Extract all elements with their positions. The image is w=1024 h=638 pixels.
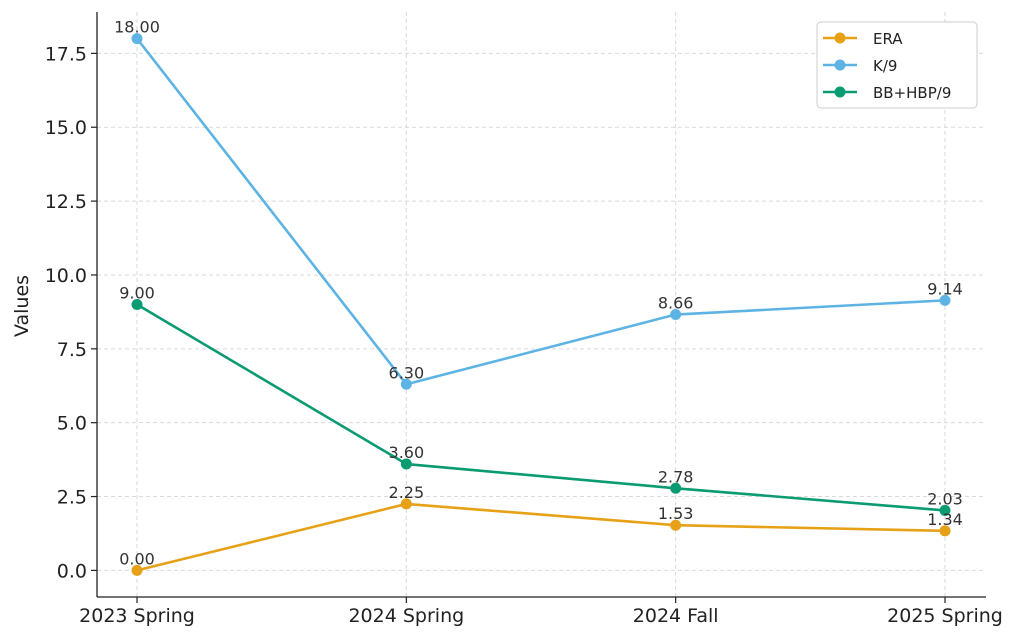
series-line-bb-hbp-9 [136,303,946,512]
y-tick-label: 2.5 [57,487,87,509]
data-point-k-9 [131,33,143,45]
axes: 0.0 2.5 5.0 7.5 10.0 12.5 15.0 17.5 2023 Spring 2… [45,12,1003,627]
y-tick-label: 0.0 [57,560,87,582]
data-point-bb-hbp-9 [939,504,951,516]
x-tick-label: 2025 Spring [887,605,1003,627]
data-label-k-9: 8.66 [658,294,694,313]
data-label-bb-hbp-9: 2.03 [927,489,963,508]
legend-label-era: ERA [873,30,903,48]
y-tick-label: 12.5 [45,191,87,213]
data-label-k-9: 6.30 [389,363,425,382]
data-point-era [939,525,951,537]
legend: ERA K/9 BB+HBP/9 [816,21,978,109]
data-point-era [670,519,682,531]
data-point-bb-hbp-9 [131,299,143,310]
y-tick-label: 10.0 [45,265,87,287]
data-point-era [131,564,143,576]
legend-label-k-9: K/9 [873,57,897,75]
legend-label-bb-hbp-9: BB+HBP/9 [873,84,951,102]
series-line-era [136,502,946,572]
data-label-k-9: 18.00 [114,18,160,37]
x-tick-label: 2023 Spring [79,605,195,627]
data-label-era: 1.53 [658,504,694,523]
legend-marker-bb-hbp-9 [834,86,846,98]
data-label-k-9: 9.14 [927,279,963,298]
data-label-era: 1.34 [927,510,963,529]
y-tick-label: 17.5 [45,43,87,65]
series-lines [131,33,951,576]
data-label-era: 0.00 [119,549,155,568]
legend-marker-era [834,32,846,44]
data-label-bb-hbp-9: 9.00 [119,284,155,303]
data-point-k-9 [939,294,951,306]
data-label-bb-hbp-9: 3.60 [389,443,425,462]
data-label-era: 2.25 [389,483,425,502]
data-point-k-9 [670,309,682,321]
data-label-bb-hbp-9: 2.78 [658,467,694,486]
y-tick-label: 5.0 [57,413,87,435]
legend-box [816,21,978,109]
data-point-bb-hbp-9 [670,482,682,494]
data-labels: 0.00 2.25 1.53 1.34 18.00 6.30 8.66 9.14 9.00 3.6… [114,18,963,569]
y-tick-label: 15.0 [45,117,87,139]
data-point-bb-hbp-9 [400,458,412,470]
y-tick-label: 7.5 [57,339,87,361]
data-point-k-9 [400,378,412,390]
data-point-era [400,498,412,510]
series-line-k-9 [135,37,946,386]
legend-marker-k-9 [834,59,846,71]
y-axis-title: Values [11,275,33,337]
x-tick-label: 2024 Spring [348,605,464,627]
x-tick-label: 2024 Fall [633,605,719,627]
